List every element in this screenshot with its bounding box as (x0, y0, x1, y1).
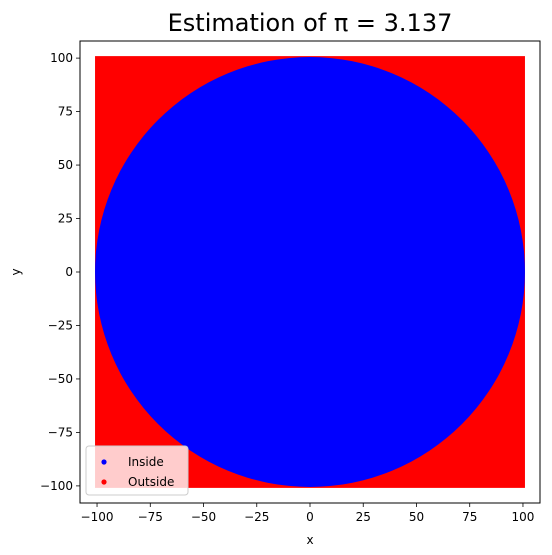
x-tick-label: −75 (138, 510, 163, 524)
legend-box (85, 445, 189, 496)
plot-marks (95, 56, 525, 488)
x-axis-ticks: −100 −75 −50 −25 0 25 50 75 100 (81, 503, 535, 524)
legend: Inside Outside (85, 445, 189, 496)
y-axis-label: y (9, 268, 23, 275)
x-tick-label: −25 (244, 510, 269, 524)
legend-label-inside: Inside (128, 455, 164, 469)
chart-title: Estimation of π = 3.137 (168, 9, 453, 37)
x-tick-label: −50 (191, 510, 216, 524)
legend-label-outside: Outside (128, 475, 174, 489)
legend-marker-inside (101, 459, 107, 465)
y-tick-label: 75 (58, 105, 73, 119)
x-tick-label: −100 (81, 510, 114, 524)
x-axis-label: x (306, 533, 313, 547)
y-tick-label: 0 (65, 265, 73, 279)
y-tick-label: 50 (58, 158, 73, 172)
x-tick-label: 25 (356, 510, 371, 524)
legend-marker-outside (101, 479, 107, 485)
x-tick-label: 75 (462, 510, 477, 524)
y-tick-label: −100 (40, 479, 73, 493)
y-tick-label: −50 (48, 372, 73, 386)
y-tick-label: −75 (48, 425, 73, 439)
y-axis-ticks: −100 −75 −50 −25 0 25 50 75 100 (40, 51, 80, 493)
y-tick-label: −25 (48, 318, 73, 332)
x-tick-label: 0 (306, 510, 314, 524)
inside-points-region (95, 57, 525, 487)
x-tick-label: 50 (409, 510, 424, 524)
y-tick-label: 25 (58, 212, 73, 226)
x-tick-label: 100 (512, 510, 535, 524)
y-tick-label: 100 (50, 51, 73, 65)
